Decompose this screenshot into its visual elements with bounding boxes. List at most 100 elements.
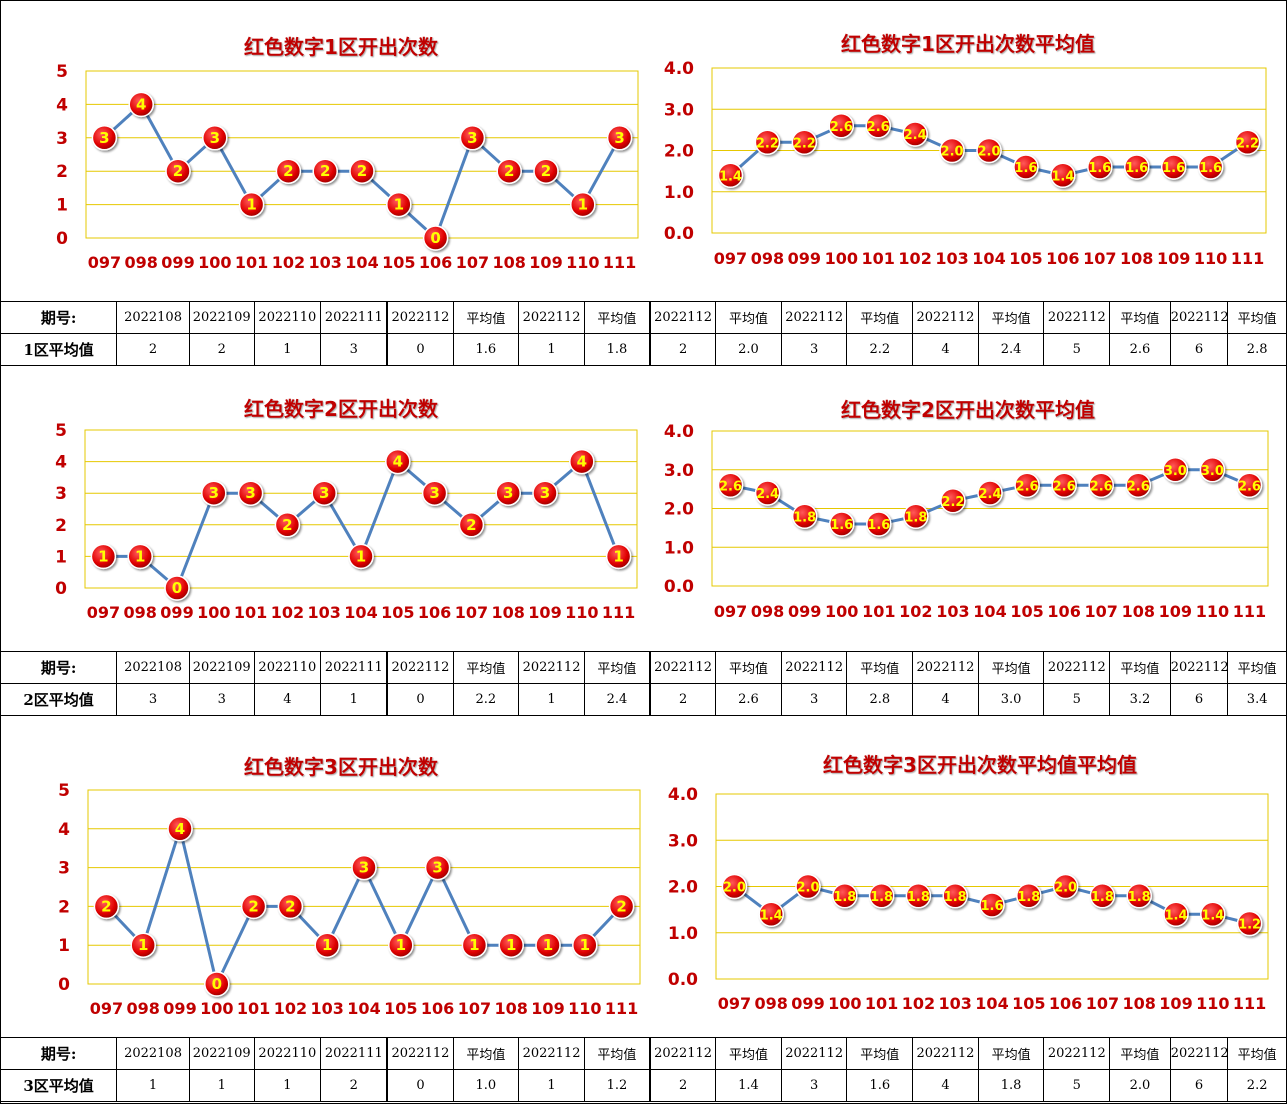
table-cell: 平均值 — [715, 301, 782, 334]
y-tick-label: 5 — [58, 781, 70, 801]
table-cell: 平均值 — [977, 651, 1045, 684]
x-tick-label: 107 — [456, 253, 489, 272]
table-cell: 1 — [518, 683, 585, 716]
table-cell: 1 — [116, 1069, 190, 1102]
data-point — [93, 893, 120, 920]
table-cell: 2022112 — [518, 651, 585, 684]
period-table-3: 期号: 2022108 2022109 2022110 2022111 2022112 平均… — [0, 1037, 1287, 1102]
data-point — [1125, 472, 1152, 498]
data-label: 1.8 — [1017, 890, 1040, 905]
x-tick-label: 106 — [1047, 602, 1080, 621]
data-point — [865, 113, 891, 139]
data-label: 2.6 — [1090, 479, 1113, 494]
data-point — [127, 543, 153, 570]
y-tick-label: 3.0 — [664, 461, 694, 481]
x-tick-label: 105 — [381, 603, 414, 622]
x-tick-label: 099 — [791, 994, 824, 1013]
table-cell: 1.6 — [846, 1069, 914, 1102]
data-label: 1 — [356, 547, 366, 565]
table-cell: 3 — [320, 333, 388, 366]
table-cell: 2022112 — [1043, 1037, 1111, 1070]
y-tick-label: 4 — [58, 820, 70, 840]
table-cell: 2022112 — [386, 651, 454, 684]
table-cell: 5 — [1043, 1069, 1111, 1102]
table-cell: 2022112 — [912, 651, 979, 684]
data-point — [868, 883, 895, 909]
table-cell: 平均值 — [977, 301, 1045, 334]
y-tick-label: 1 — [56, 196, 68, 216]
y-tick-label: 2.0 — [664, 142, 694, 162]
data-label: 3 — [210, 129, 220, 147]
table-cell: 期号: — [0, 651, 118, 684]
x-tick-label: 111 — [1233, 994, 1266, 1013]
data-point — [828, 113, 855, 139]
table-header-row: 期号: 2022108 2022109 2022110 2022111 2022112 平均… — [0, 301, 1287, 334]
data-point — [424, 854, 451, 881]
data-label: 3 — [359, 859, 369, 877]
data-point — [905, 883, 932, 909]
table-cell: 2022112 — [649, 651, 717, 684]
x-tick-label: 099 — [788, 249, 821, 268]
chart-title: 红色数字1区开出次数平均值 — [841, 32, 1095, 56]
table-cell: 2 — [320, 1069, 388, 1102]
data-label: 1 — [613, 547, 623, 565]
data-label: 3.0 — [1201, 464, 1224, 479]
data-label: 2 — [504, 162, 514, 180]
table-cell: 2.4 — [583, 683, 651, 716]
table-cell: 平均值 — [846, 301, 914, 334]
x-tick-label: 106 — [1046, 249, 1079, 268]
data-label: 2.0 — [977, 145, 1000, 160]
data-label: 3.0 — [1164, 464, 1187, 479]
table-cell: 2022112 — [518, 301, 585, 334]
x-tick-label: 097 — [718, 994, 751, 1013]
data-label: 2.2 — [1236, 136, 1259, 151]
data-label: 2.0 — [723, 881, 746, 896]
data-label: 2.6 — [867, 120, 890, 135]
data-label: 2.4 — [756, 487, 779, 502]
table-cell: 1.8 — [977, 1069, 1045, 1102]
table-cell: 5 — [1043, 683, 1111, 716]
data-label: 0 — [430, 229, 440, 247]
data-point — [976, 137, 1002, 164]
table-header-row: 期号: 2022108 2022109 2022110 2022111 2022112 平均… — [0, 1037, 1287, 1070]
table-cell: 1.6 — [452, 333, 520, 366]
x-tick-label: 100 — [828, 994, 861, 1013]
data-label: 4 — [393, 453, 403, 471]
x-tick-label: 111 — [605, 999, 638, 1018]
data-point — [1199, 457, 1226, 483]
data-label: 1.8 — [1091, 890, 1114, 905]
table-cell: 平均值 — [846, 651, 914, 684]
data-point — [532, 480, 558, 506]
table-cell: 平均值 — [1109, 1037, 1171, 1070]
x-tick-label: 105 — [382, 253, 415, 272]
y-tick-label: 4.0 — [664, 422, 694, 442]
data-label: 1.8 — [833, 890, 856, 905]
table-cell: 2022112 — [780, 301, 848, 334]
x-tick-label: 110 — [1196, 602, 1229, 621]
table-data-row: 2区平均值 3 3 4 1 0 2.2 1 2.4 2 2.6 3 2.8 4 3.0 5 3.2 6 3.4 — [0, 683, 1287, 716]
data-point — [495, 480, 521, 506]
table-cell: 2.4 — [977, 333, 1045, 366]
table-data-row: 1区平均值 2 2 1 3 0 1.6 1 1.8 2 2.0 3 2.2 4 2.4 5 2.6 6 2.8 — [0, 333, 1287, 366]
x-tick-label: 108 — [1122, 602, 1155, 621]
x-tick-label: 103 — [938, 994, 971, 1013]
period-table-2: 期号: 2022108 2022109 2022110 2022111 2022112 平均… — [0, 651, 1287, 716]
y-tick-label: 3.0 — [668, 831, 698, 851]
table-cell: 3 — [780, 1069, 848, 1102]
x-tick-label: 109 — [528, 603, 561, 622]
data-point — [1236, 910, 1263, 937]
data-point — [533, 158, 559, 184]
table-cell: 3区平均值 — [0, 1069, 118, 1102]
table-cell: 1 — [188, 1069, 255, 1102]
data-label: 1.6 — [1014, 161, 1037, 176]
data-point — [237, 480, 264, 506]
x-tick-label: 103 — [935, 249, 968, 268]
data-label: 1.8 — [907, 890, 930, 905]
x-tick-label: 100 — [197, 603, 230, 622]
x-tick-label: 101 — [865, 994, 898, 1013]
table-cell: 4 — [253, 683, 322, 716]
table-cell: 平均值 — [977, 1037, 1045, 1070]
table-cell: 平均值 — [715, 651, 782, 684]
data-point — [1051, 472, 1077, 498]
chart-1-average: 0.0 1.0 2.0 3.0 4.0 红色数字1区开出次数平均值 097 098 099 100… — [664, 32, 1267, 268]
